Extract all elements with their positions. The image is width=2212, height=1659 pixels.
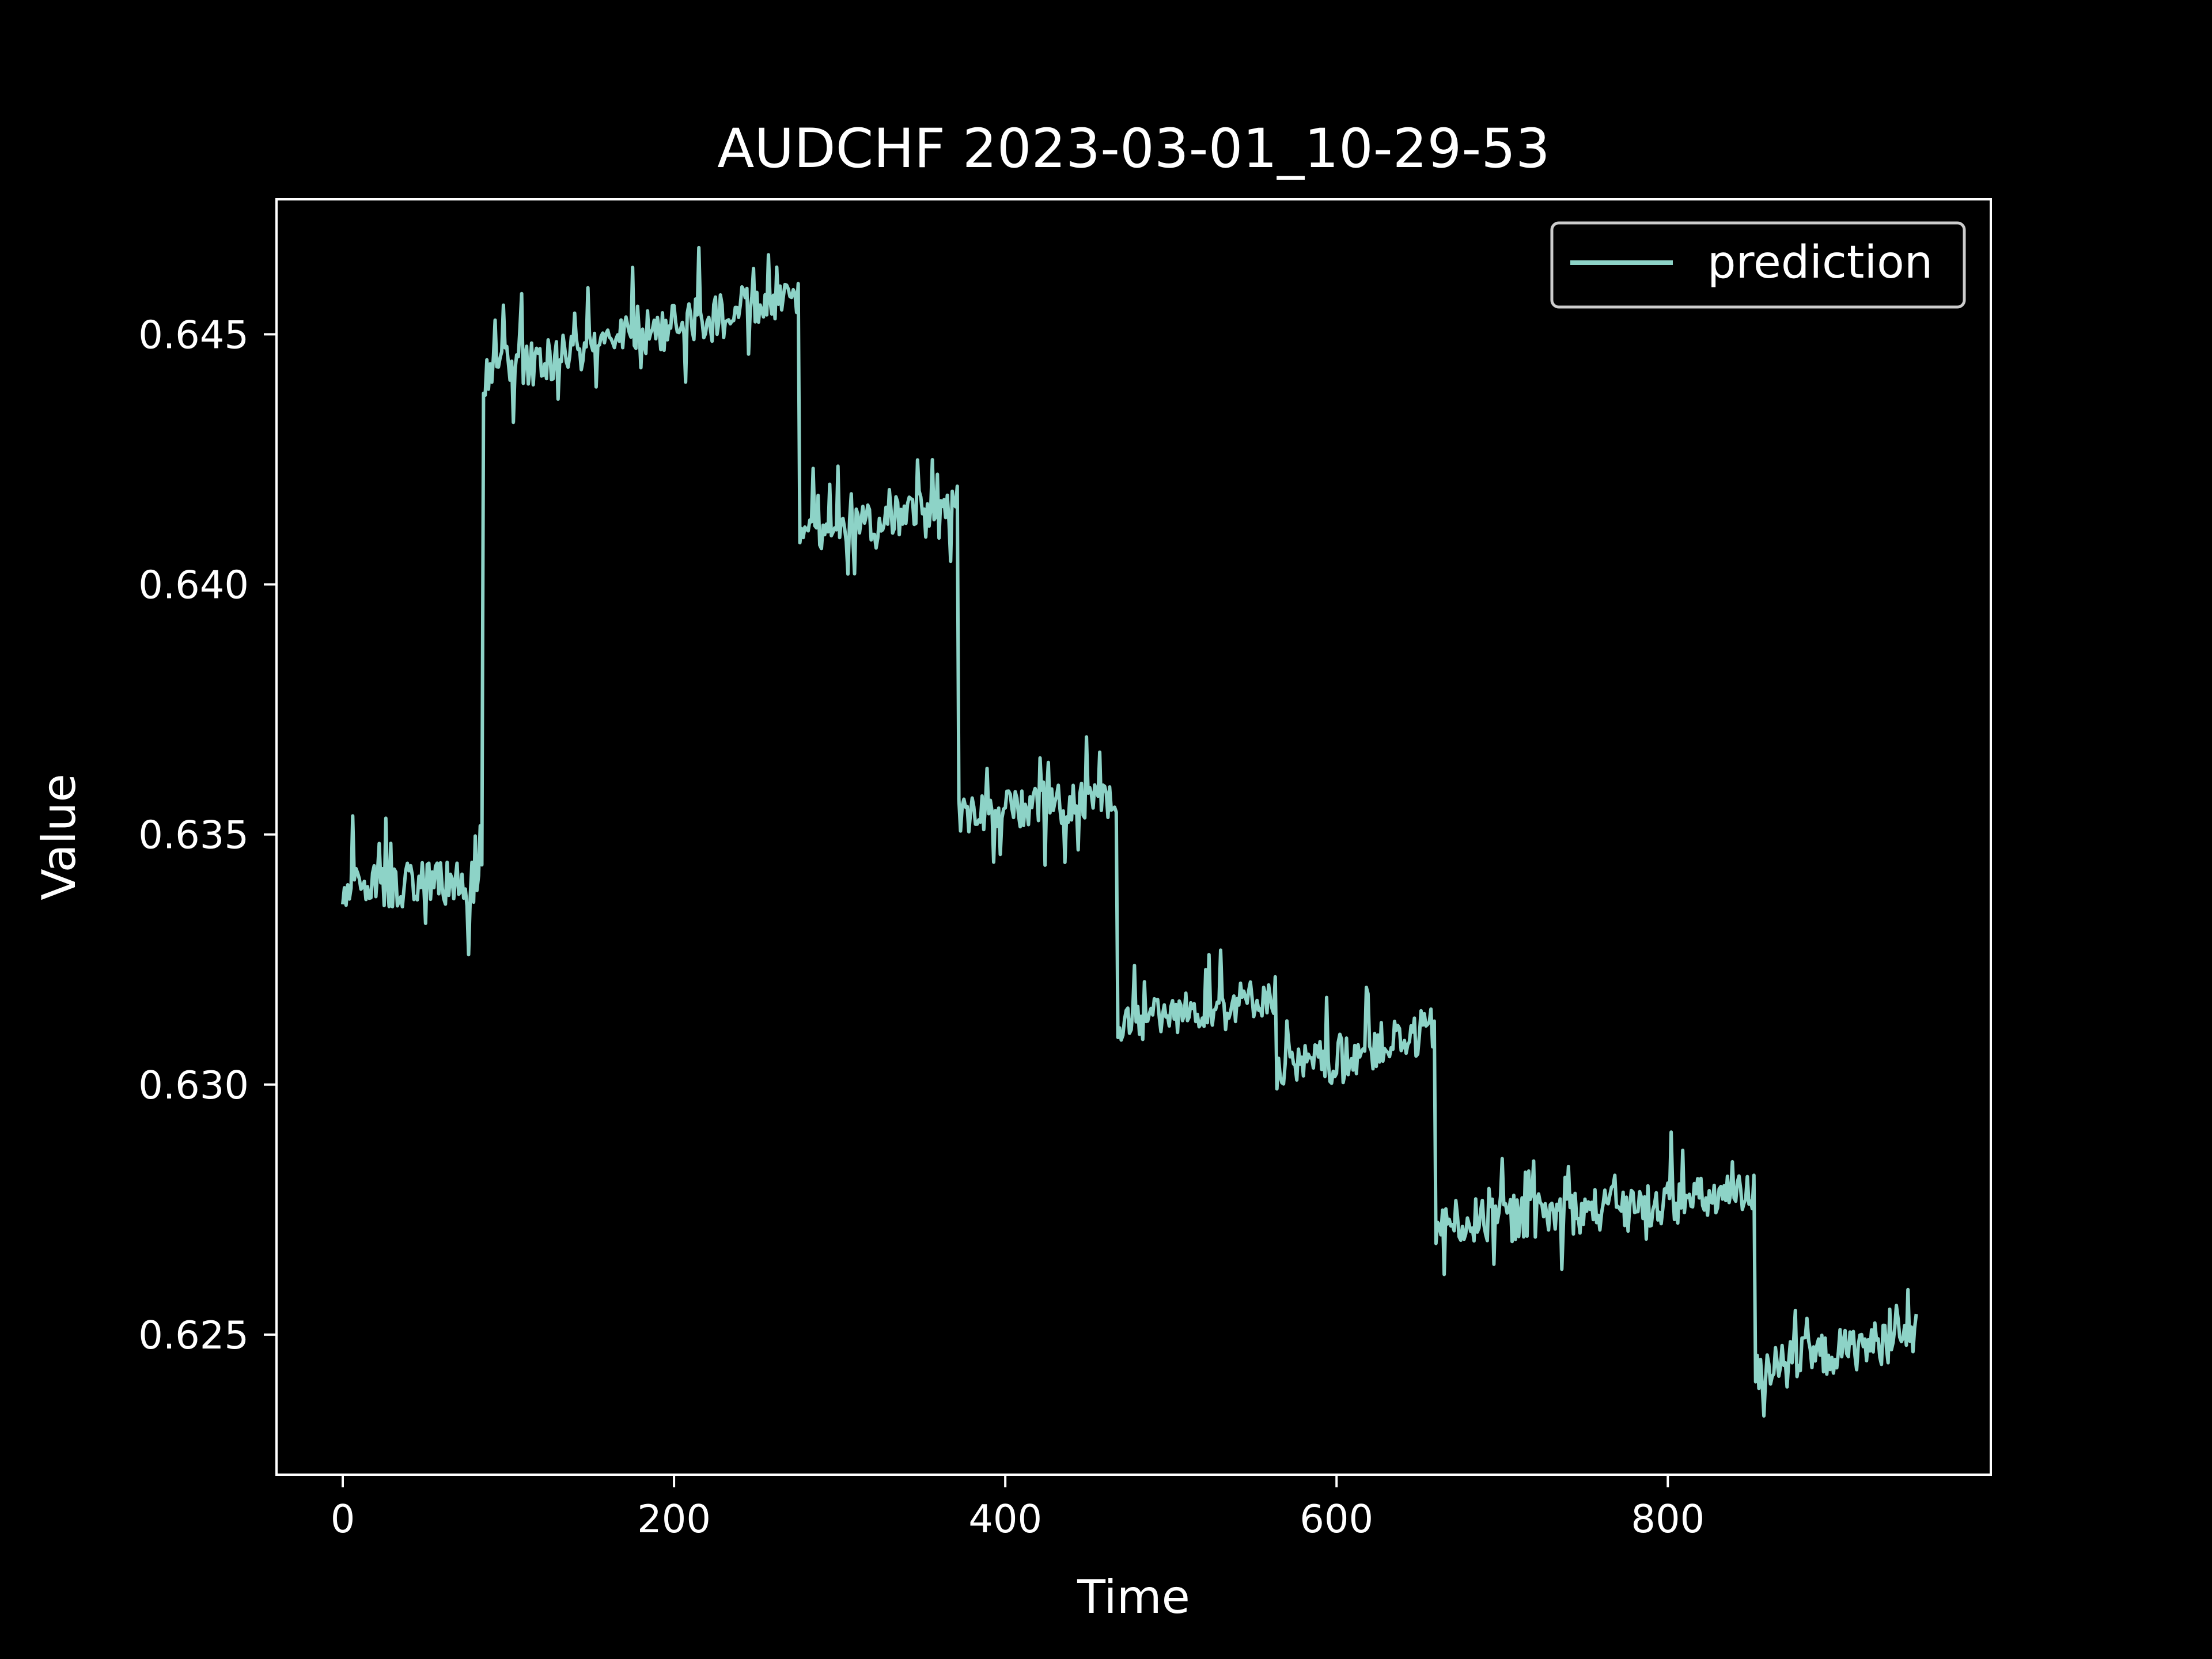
x-tick-label: 800 [1631,1497,1705,1541]
y-axis-label: Value [32,774,86,900]
x-tick-label: 0 [331,1497,355,1541]
legend-box [1550,221,1966,309]
y-tick-label: 0.640 [138,563,249,608]
legend-label-prediction: prediction [1707,237,1933,289]
y-tick-label: 0.630 [138,1063,249,1108]
plot-frame [275,198,1992,1476]
y-tick-label: 0.625 [138,1313,249,1358]
x-axis-ticks: 0 200 400 600 800 [331,1475,1705,1541]
y-tick-label: 0.645 [138,312,249,357]
x-axis-label: Time [1077,1570,1190,1624]
y-axis-ticks: 0.625 0.630 0.635 0.640 0.645 [138,312,276,1358]
series-line-prediction [341,245,1918,1418]
chart-title: AUDCHF 2023-03-01_10-29-53 [717,118,1550,180]
x-tick-label: 400 [968,1497,1042,1541]
x-tick-label: 200 [637,1497,711,1541]
plot-line-layer [341,245,1918,1418]
x-tick-label: 600 [1300,1497,1373,1541]
y-tick-label: 0.635 [138,813,249,858]
legend: prediction [1550,221,1966,309]
